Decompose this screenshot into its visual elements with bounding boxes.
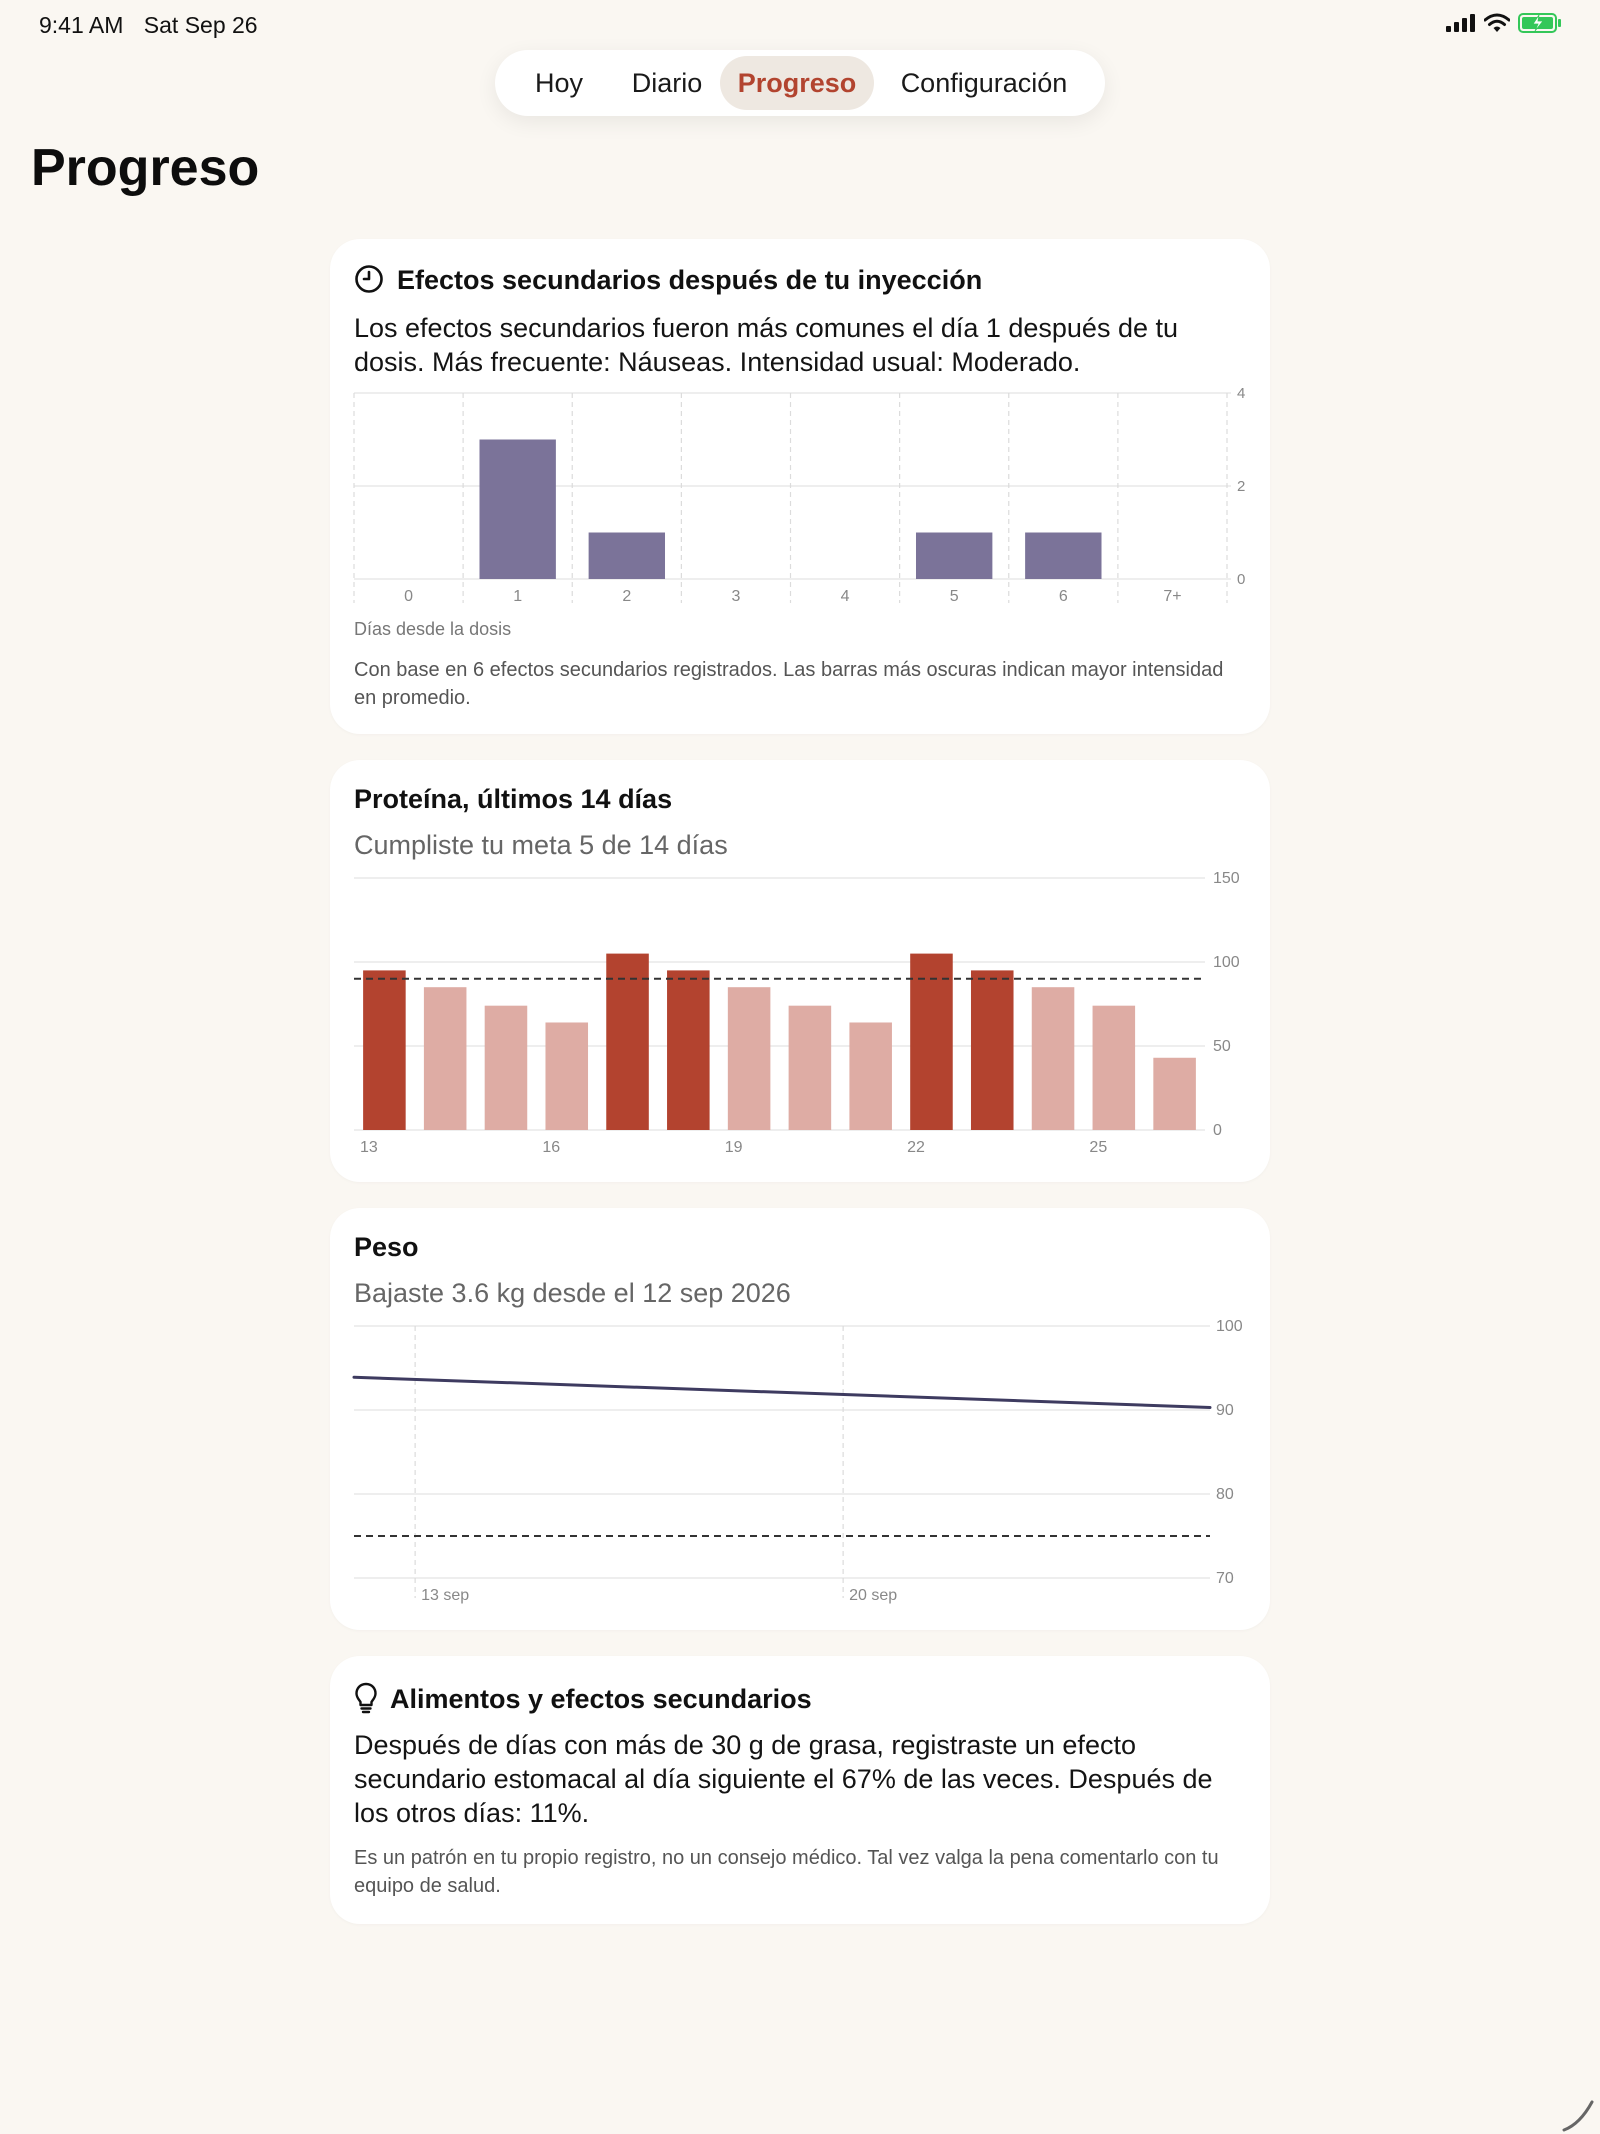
protein-bar-day-15 (484, 1005, 528, 1130)
x-tick-label: 3 (731, 588, 740, 605)
x-tick-label: 0 (404, 588, 413, 605)
protein-bar-day-22 (910, 953, 953, 1130)
insight-card: Alimentos y efectos secundarios Después … (330, 1656, 1270, 1924)
protein-bar-day-25 (1092, 1005, 1136, 1130)
x-tick-label: 25 (1089, 1139, 1107, 1156)
y-tick-label: 80 (1216, 1486, 1234, 1503)
x-tick-label: 22 (907, 1139, 925, 1156)
y-tick-label: 0 (1213, 1122, 1222, 1139)
protein-bar-day-17 (606, 953, 649, 1130)
protein-bar-day-14 (423, 987, 467, 1130)
home-indicator-icon[interactable] (1560, 2094, 1600, 2134)
x-tick-label: 5 (950, 588, 959, 605)
x-tick-label: 20 sep (849, 1587, 897, 1604)
x-tick-label: 13 sep (421, 1587, 469, 1604)
weight-subtitle: Bajaste 3.6 kg desde el 12 sep 2026 (354, 1278, 791, 1308)
protein-bar-day-18 (667, 970, 710, 1130)
y-tick-label: 4 (1237, 385, 1245, 402)
bar-day-5 (915, 532, 993, 579)
protein-bar-day-19 (727, 987, 771, 1130)
y-tick-label: 2 (1237, 478, 1245, 495)
battery-charging-icon (1518, 13, 1561, 33)
side-effects-card: Efectos secundarios después de tu inyecc… (330, 239, 1270, 734)
y-tick-label: 0 (1237, 571, 1245, 588)
protein-card: Proteína, últimos 14 días Cumpliste tu m… (330, 760, 1270, 1182)
x-tick-label: 16 (542, 1139, 560, 1156)
x-tick-label: 6 (1059, 588, 1068, 605)
insight-title: Alimentos y efectos secundarios (390, 1684, 812, 1714)
status-icons (1446, 13, 1562, 33)
x-tick-label: 4 (841, 588, 850, 605)
weight-title: Peso (354, 1232, 419, 1262)
wifi-icon (1484, 13, 1510, 32)
y-tick-label: 100 (1213, 954, 1240, 971)
x-tick-label: 13 (360, 1139, 378, 1156)
y-tick-label: 90 (1216, 1402, 1234, 1419)
insight-note: Es un patrón en tu propio registro, no u… (354, 1847, 1219, 1897)
bar-day-6 (1025, 532, 1102, 579)
tab-diario[interactable]: Diario (631, 68, 703, 98)
tab-progreso[interactable]: Progreso (720, 56, 874, 110)
weight-card: Peso Bajaste 3.6 kg desde el 12 sep 2026… (330, 1208, 1270, 1630)
y-tick-label: 50 (1213, 1038, 1231, 1055)
status-time: 9:41 AM Sat Sep 26 (39, 12, 258, 39)
tab-configuracion[interactable]: Configuración (900, 68, 1068, 98)
status-bar: 9:41 AM Sat Sep 26 (0, 0, 1600, 50)
side-effects-title: Efectos secundarios después de tu inyecc… (397, 265, 983, 295)
weight-chart: 70 80 90 100 13 sep 20 sep (352, 1318, 1243, 1604)
status-date: Sat Sep 26 (143, 12, 258, 38)
x-tick-label: 2 (622, 588, 631, 605)
insight-body: Después de días con más de 30 g de grasa… (354, 1730, 1213, 1828)
signal-icon (1446, 14, 1475, 32)
status-clock: 9:41 AM (39, 12, 124, 38)
protein-bar-day-26 (1153, 1057, 1196, 1130)
lightbulb-icon (355, 1682, 377, 1714)
y-tick-label: 100 (1216, 1318, 1243, 1335)
protein-bar-day-21 (849, 1022, 892, 1130)
side-effects-chart: 0 2 4 0 1 2 3 4 5 6 7+ (353, 385, 1245, 605)
clock-icon (355, 265, 383, 293)
side-effects-summary: Los efectos secundarios fueron más comun… (354, 313, 1179, 377)
page-title: Progreso (31, 139, 260, 197)
y-tick-label: 150 (1213, 870, 1240, 887)
bar-day-1 (479, 439, 556, 579)
tab-bar: Hoy Diario Progreso Configuración (495, 50, 1105, 116)
tab-hoy[interactable]: Hoy (534, 68, 583, 98)
protein-subtitle: Cumpliste tu meta 5 de 14 días (354, 830, 728, 860)
side-effects-footnote: Con base en 6 efectos secundarios regist… (354, 659, 1224, 709)
protein-bar-day-24 (1031, 987, 1075, 1130)
protein-chart: 0 50 100 150 13 16 19 22 25 (354, 870, 1240, 1156)
protein-bar-day-16 (545, 1022, 589, 1130)
protein-title: Proteína, últimos 14 días (354, 784, 673, 814)
bar-day-2 (588, 532, 666, 579)
protein-bar-day-23 (970, 970, 1014, 1130)
x-tick-label: 19 (725, 1139, 743, 1156)
weight-series-line (352, 1375, 1212, 1409)
x-tick-label: 1 (513, 588, 522, 605)
x-tick-label: 7+ (1163, 588, 1181, 605)
y-tick-label: 70 (1216, 1570, 1234, 1587)
protein-bar-day-13 (363, 970, 406, 1130)
protein-bar-day-20 (788, 1005, 832, 1130)
side-effects-axis-caption: Días desde la dosis (354, 619, 512, 639)
